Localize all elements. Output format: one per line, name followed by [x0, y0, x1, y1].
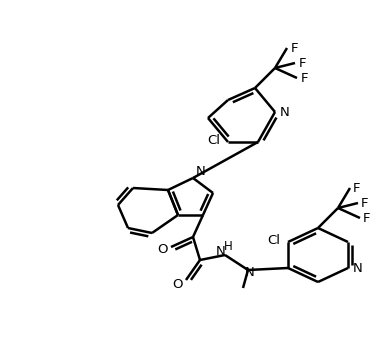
Text: Cl: Cl: [268, 234, 280, 246]
Text: F: F: [353, 181, 361, 195]
Text: F: F: [298, 57, 306, 69]
Text: F: F: [363, 211, 371, 225]
Text: N: N: [353, 262, 363, 275]
Text: F: F: [300, 71, 308, 85]
Text: N: N: [196, 165, 206, 177]
Text: F: F: [361, 197, 369, 209]
Text: F: F: [290, 41, 298, 55]
Text: N: N: [216, 245, 226, 257]
Text: Cl: Cl: [207, 134, 220, 147]
Text: O: O: [157, 243, 167, 256]
Text: H: H: [223, 239, 232, 253]
Text: N: N: [245, 266, 255, 279]
Text: N: N: [280, 106, 290, 118]
Text: O: O: [172, 278, 182, 292]
